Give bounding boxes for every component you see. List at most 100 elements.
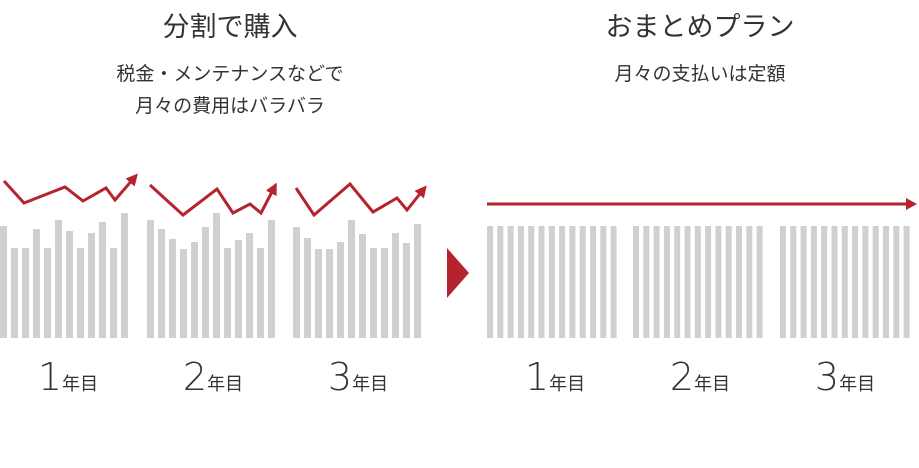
bar	[22, 248, 29, 338]
bar	[643, 226, 650, 338]
bar	[110, 248, 117, 338]
bar	[903, 226, 910, 338]
arrow-head	[906, 198, 917, 210]
bar	[705, 226, 712, 338]
trend-line	[294, 181, 427, 218]
bar	[569, 226, 576, 338]
year-label: 3年目	[815, 355, 875, 399]
bar	[99, 222, 106, 338]
bar	[191, 242, 198, 338]
bar	[147, 220, 154, 338]
right-subtitle: 月々の支払いは定額	[614, 63, 785, 85]
bar	[359, 234, 366, 338]
bar	[268, 220, 275, 338]
bar	[756, 226, 763, 338]
bar	[780, 226, 786, 338]
year-unit: 年目	[549, 374, 585, 395]
year-number: 3	[328, 355, 352, 399]
bar	[66, 231, 73, 338]
bar	[600, 226, 607, 338]
left-subtitle: 税金・メンテナンスなどで	[116, 63, 343, 85]
bar	[548, 226, 555, 338]
bar	[893, 226, 900, 338]
bar	[746, 226, 753, 338]
bar	[403, 243, 410, 338]
trend-line	[148, 182, 277, 217]
bar	[213, 213, 220, 338]
bar	[33, 229, 40, 338]
bar	[810, 226, 817, 338]
bar	[487, 226, 493, 338]
bar	[610, 226, 617, 338]
year-unit: 年目	[839, 374, 875, 395]
bar	[579, 226, 586, 338]
bar	[77, 248, 84, 338]
bar	[653, 226, 660, 338]
bar	[715, 226, 722, 338]
year-number: 1	[525, 355, 549, 399]
year-label: 1年目	[525, 355, 585, 399]
bar	[414, 224, 421, 338]
bar	[337, 242, 344, 338]
right-title: おまとめプラン	[606, 12, 795, 43]
arrow	[447, 248, 469, 298]
bar	[44, 248, 51, 338]
bar	[158, 229, 165, 338]
bar	[684, 226, 691, 338]
bar	[538, 226, 545, 338]
bar	[800, 226, 807, 338]
year-unit: 年目	[694, 374, 730, 395]
bar	[392, 233, 399, 338]
bar	[315, 249, 322, 338]
bar	[180, 249, 187, 338]
bar	[88, 233, 95, 338]
bar	[293, 227, 300, 338]
year-unit: 年目	[207, 374, 243, 395]
bar	[507, 226, 514, 338]
year-label: 2年目	[183, 355, 243, 399]
bar	[326, 249, 333, 338]
labels: 1年目 2年目 3年目 1年目 2年目 3年目	[38, 355, 875, 399]
year-unit: 年目	[352, 374, 388, 395]
trend-line	[2, 173, 138, 205]
year-number: 3	[815, 355, 839, 399]
bar	[0, 226, 7, 338]
year-label: 3年目	[328, 355, 388, 399]
bar	[304, 238, 311, 338]
bar	[528, 226, 535, 338]
year-label: 2年目	[670, 355, 730, 399]
year-number: 2	[183, 355, 207, 399]
bar	[590, 226, 596, 338]
bar	[517, 226, 524, 338]
bar	[224, 248, 231, 338]
bar	[633, 226, 639, 338]
bar	[663, 226, 670, 338]
year-label: 1年目	[38, 355, 98, 399]
bar	[370, 248, 377, 338]
year-number: 2	[670, 355, 694, 399]
bar	[55, 220, 62, 338]
bar	[121, 213, 128, 338]
bar	[862, 226, 869, 338]
bar	[235, 240, 242, 338]
bar	[736, 226, 742, 338]
bar	[872, 226, 879, 338]
bar	[246, 233, 253, 338]
bar	[841, 226, 848, 338]
bar	[202, 227, 209, 338]
bar	[348, 220, 355, 338]
bar	[694, 226, 701, 338]
bars	[0, 213, 910, 338]
bar	[381, 248, 388, 338]
bar	[559, 226, 566, 338]
bar	[821, 226, 828, 338]
bar	[169, 239, 176, 338]
bar	[497, 226, 504, 338]
bar	[790, 226, 797, 338]
left-title: 分割で購入	[163, 12, 298, 43]
year-unit: 年目	[62, 374, 98, 395]
bar	[725, 226, 732, 338]
year-number: 1	[38, 355, 62, 399]
bar	[674, 226, 681, 338]
bar	[11, 248, 18, 338]
